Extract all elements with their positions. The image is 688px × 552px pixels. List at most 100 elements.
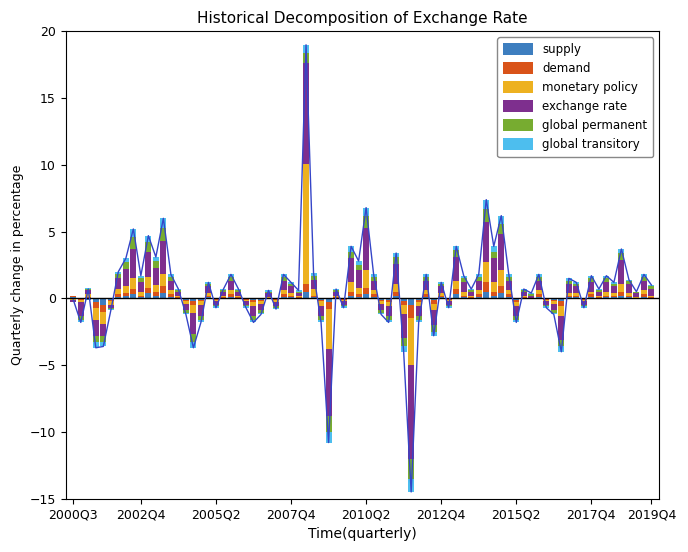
Bar: [521, 291, 527, 296]
Bar: [228, 277, 234, 281]
Bar: [318, 316, 324, 320]
Bar: [70, 297, 76, 299]
Bar: [130, 289, 136, 294]
Bar: [400, 315, 407, 338]
Bar: [243, 300, 249, 301]
Bar: [191, 342, 196, 348]
Bar: [491, 291, 497, 296]
Bar: [356, 265, 362, 270]
Bar: [341, 299, 347, 300]
Bar: [544, 300, 549, 301]
Bar: [400, 305, 407, 315]
Bar: [220, 297, 226, 299]
Bar: [153, 291, 159, 296]
Bar: [461, 296, 466, 297]
Bar: [378, 304, 384, 310]
Bar: [475, 297, 482, 299]
Bar: [191, 299, 196, 301]
Bar: [611, 296, 617, 297]
Bar: [603, 275, 610, 278]
Bar: [235, 297, 241, 299]
Bar: [310, 275, 316, 280]
Bar: [506, 274, 512, 277]
Bar: [596, 297, 602, 299]
Bar: [611, 297, 617, 299]
Bar: [93, 342, 99, 348]
Bar: [469, 297, 474, 299]
Bar: [123, 296, 129, 299]
Bar: [145, 236, 151, 242]
Bar: [544, 305, 549, 306]
Bar: [130, 237, 136, 249]
Bar: [160, 227, 166, 241]
Bar: [469, 296, 474, 297]
Bar: [325, 299, 332, 302]
Bar: [266, 297, 272, 299]
Bar: [363, 270, 369, 288]
Bar: [198, 320, 204, 322]
Bar: [318, 320, 324, 322]
Bar: [348, 296, 354, 299]
Bar: [461, 283, 466, 291]
Bar: [619, 296, 625, 299]
Bar: [581, 305, 587, 306]
Bar: [588, 283, 594, 291]
Bar: [521, 296, 527, 297]
Bar: [108, 300, 114, 301]
Bar: [400, 301, 407, 305]
Bar: [258, 299, 264, 300]
Bar: [220, 291, 226, 296]
Bar: [566, 293, 572, 296]
Bar: [619, 291, 625, 296]
Bar: [371, 274, 376, 277]
Bar: [619, 253, 625, 259]
Bar: [310, 289, 316, 296]
Bar: [93, 302, 99, 308]
Bar: [243, 299, 249, 300]
Bar: [273, 299, 279, 300]
Bar: [423, 294, 429, 297]
Bar: [469, 289, 474, 290]
Bar: [363, 227, 369, 270]
Bar: [296, 297, 301, 299]
Bar: [250, 306, 257, 316]
Bar: [100, 342, 107, 347]
Bar: [123, 293, 129, 296]
Bar: [288, 283, 294, 284]
Bar: [296, 290, 301, 291]
Bar: [85, 299, 92, 300]
Bar: [160, 293, 166, 299]
Bar: [506, 281, 512, 290]
Bar: [453, 246, 459, 251]
Bar: [641, 281, 647, 290]
Bar: [386, 302, 391, 306]
Bar: [138, 275, 144, 278]
Bar: [266, 293, 272, 297]
Bar: [573, 283, 579, 284]
Bar: [506, 290, 512, 294]
Bar: [318, 301, 324, 306]
Bar: [461, 297, 466, 299]
Bar: [108, 308, 114, 309]
Bar: [596, 289, 602, 290]
Bar: [559, 340, 564, 347]
Bar: [446, 305, 452, 306]
Bar: [581, 299, 587, 300]
Bar: [296, 291, 301, 293]
Bar: [206, 293, 211, 296]
Bar: [416, 299, 422, 300]
Bar: [258, 304, 264, 310]
Bar: [273, 300, 279, 302]
Bar: [393, 253, 399, 257]
Bar: [191, 335, 196, 342]
Bar: [475, 281, 482, 290]
Bar: [363, 208, 369, 216]
Bar: [310, 273, 316, 275]
Bar: [423, 274, 429, 277]
Bar: [145, 288, 151, 293]
Bar: [175, 289, 182, 290]
Bar: [116, 278, 121, 289]
Bar: [521, 297, 527, 299]
Bar: [183, 301, 189, 304]
Bar: [491, 296, 497, 299]
